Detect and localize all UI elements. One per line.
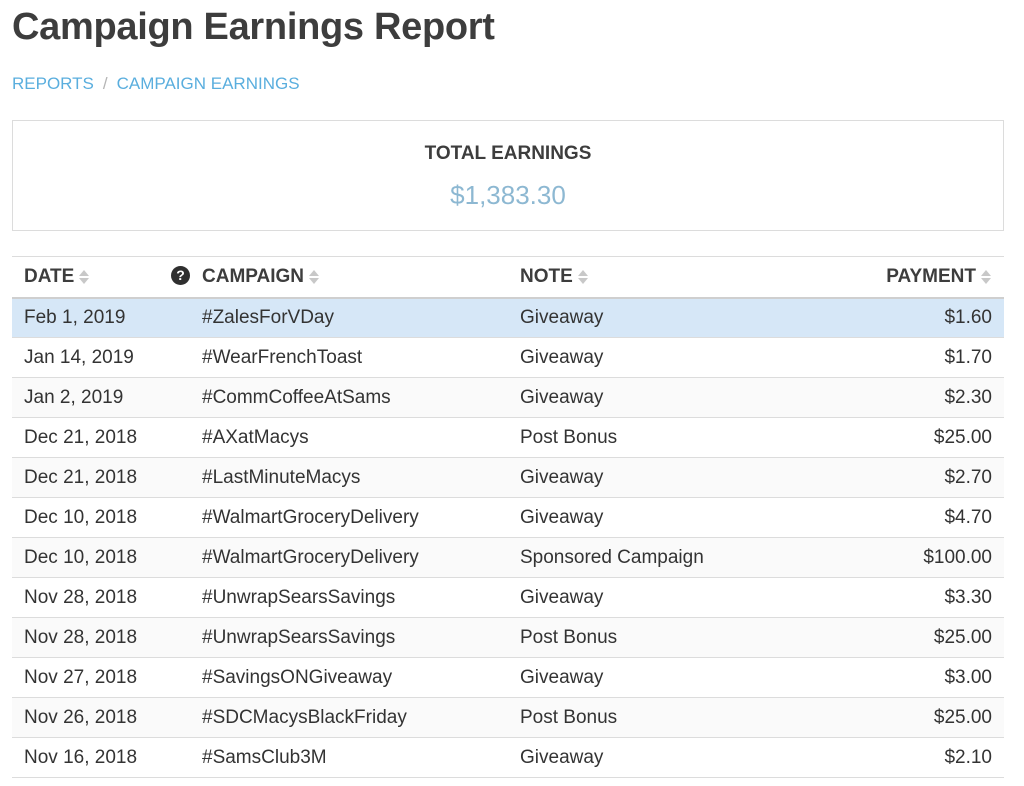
cell-date: Dec 21, 2018: [24, 466, 138, 488]
cell-campaign: #UnwrapSearsSavings: [202, 626, 396, 648]
column-header-payment[interactable]: PAYMENT: [820, 257, 1004, 298]
cell-date: Jan 2, 2019: [24, 386, 124, 408]
column-header-note[interactable]: NOTE: [520, 257, 820, 298]
column-header-campaign-label: CAMPAIGN: [202, 265, 305, 287]
breadcrumb-separator: /: [102, 74, 108, 93]
table-row[interactable]: Dec 21, 2018 #AXatMacys Post Bonus $25.0…: [12, 417, 1004, 458]
cell-note: Giveaway: [520, 506, 604, 528]
table-body: Feb 1, 2019 #ZalesForVDay Giveaway $1.60…: [12, 297, 1004, 778]
cell-campaign: #SDCMacysBlackFriday: [202, 706, 407, 728]
column-header-date-label: DATE: [24, 265, 75, 287]
table-row[interactable]: Nov 26, 2018 #SDCMacysBlackFriday Post B…: [12, 697, 1004, 738]
cell-campaign: #WalmartGroceryDelivery: [202, 506, 419, 528]
cell-note: Giveaway: [520, 746, 604, 768]
question-circle-icon[interactable]: ?: [171, 265, 190, 285]
cell-payment: $2.10: [944, 746, 992, 768]
cell-campaign: #SavingsONGiveaway: [202, 666, 393, 688]
earnings-table-container: DATE ? CAMPAIGN NOTE PAYMENT Feb: [12, 256, 1004, 778]
cell-date: Nov 16, 2018: [24, 746, 138, 768]
table-row[interactable]: Nov 28, 2018 #UnwrapSearsSavings Post Bo…: [12, 617, 1004, 658]
table-row[interactable]: Nov 27, 2018 #SavingsONGiveaway Giveaway…: [12, 657, 1004, 698]
table-row[interactable]: Dec 10, 2018 #WalmartGroceryDelivery Giv…: [12, 497, 1004, 538]
breadcrumb-item-campaign-earnings[interactable]: CAMPAIGN EARNINGS: [116, 74, 300, 93]
cell-note: Post Bonus: [520, 626, 618, 648]
cell-payment: $25.00: [933, 426, 992, 448]
cell-note: Giveaway: [520, 306, 604, 328]
table-row[interactable]: Dec 21, 2018 #LastMinuteMacys Giveaway $…: [12, 457, 1004, 498]
cell-payment: $2.70: [944, 466, 992, 488]
cell-date: Dec 10, 2018: [24, 546, 138, 568]
cell-payment: $1.60: [944, 306, 992, 328]
cell-campaign: #WearFrenchToast: [202, 346, 363, 368]
cell-date: Nov 26, 2018: [24, 706, 138, 728]
total-earnings-card: TOTAL EARNINGS $1,383.30: [12, 120, 1004, 231]
column-header-payment-label: PAYMENT: [886, 265, 976, 287]
cell-payment: $3.30: [944, 586, 992, 608]
cell-note: Giveaway: [520, 386, 604, 408]
cell-date: Nov 28, 2018: [24, 626, 138, 648]
cell-campaign: #AXatMacys: [202, 426, 309, 448]
breadcrumb-item-reports[interactable]: REPORTS: [12, 74, 94, 93]
table-row[interactable]: Nov 16, 2018 #SamsClub3M Giveaway $2.10: [12, 737, 1004, 778]
column-header-note-label: NOTE: [520, 265, 573, 287]
cell-campaign: #WalmartGroceryDelivery: [202, 546, 419, 568]
sort-icon[interactable]: [577, 269, 589, 285]
cell-payment: $100.00: [923, 546, 992, 568]
table-row[interactable]: Nov 28, 2018 #UnwrapSearsSavings Giveawa…: [12, 577, 1004, 618]
cell-payment: $1.70: [944, 346, 992, 368]
cell-note: Sponsored Campaign: [520, 546, 704, 568]
cell-date: Feb 1, 2019: [24, 306, 126, 328]
cell-note: Giveaway: [520, 346, 604, 368]
sort-icon[interactable]: [980, 269, 992, 285]
cell-payment: $25.00: [933, 706, 992, 728]
table-header-row: DATE ? CAMPAIGN NOTE PAYMENT: [12, 256, 1004, 298]
cell-date: Nov 27, 2018: [24, 666, 138, 688]
column-header-campaign[interactable]: CAMPAIGN: [202, 257, 520, 298]
cell-payment: $25.00: [933, 626, 992, 648]
cell-date: Nov 28, 2018: [24, 586, 138, 608]
cell-campaign: #ZalesForVDay: [202, 306, 334, 328]
cell-campaign: #LastMinuteMacys: [202, 466, 361, 488]
cell-payment: $4.70: [944, 506, 992, 528]
column-header-date[interactable]: DATE ?: [12, 257, 202, 298]
cell-note: Post Bonus: [520, 426, 618, 448]
cell-date: Jan 14, 2019: [24, 346, 134, 368]
table-row[interactable]: Dec 10, 2018 #WalmartGroceryDelivery Spo…: [12, 537, 1004, 578]
total-earnings-value: $1,383.30: [450, 180, 566, 210]
cell-campaign: #CommCoffeeAtSams: [202, 386, 391, 408]
cell-campaign: #SamsClub3M: [202, 746, 327, 768]
cell-note: Giveaway: [520, 666, 604, 688]
table-row[interactable]: Feb 1, 2019 #ZalesForVDay Giveaway $1.60: [12, 297, 1004, 338]
cell-date: Dec 10, 2018: [24, 506, 138, 528]
total-earnings-label: TOTAL EARNINGS: [424, 143, 592, 164]
cell-payment: $2.30: [944, 386, 992, 408]
page-title: Campaign Earnings Report: [12, 6, 495, 48]
sort-icon[interactable]: [78, 269, 90, 285]
cell-note: Giveaway: [520, 586, 604, 608]
cell-campaign: #UnwrapSearsSavings: [202, 586, 396, 608]
sort-icon[interactable]: [308, 269, 320, 285]
cell-payment: $3.00: [944, 666, 992, 688]
table-row[interactable]: Jan 2, 2019 #CommCoffeeAtSams Giveaway $…: [12, 377, 1004, 418]
cell-date: Dec 21, 2018: [24, 426, 138, 448]
breadcrumb: REPORTS / CAMPAIGN EARNINGS: [12, 74, 300, 94]
table-header: DATE ? CAMPAIGN NOTE PAYMENT: [12, 256, 1004, 298]
cell-note: Post Bonus: [520, 706, 618, 728]
cell-note: Giveaway: [520, 466, 604, 488]
table-row[interactable]: Jan 14, 2019 #WearFrenchToast Giveaway $…: [12, 337, 1004, 378]
earnings-table: DATE ? CAMPAIGN NOTE PAYMENT Feb: [12, 256, 1004, 778]
